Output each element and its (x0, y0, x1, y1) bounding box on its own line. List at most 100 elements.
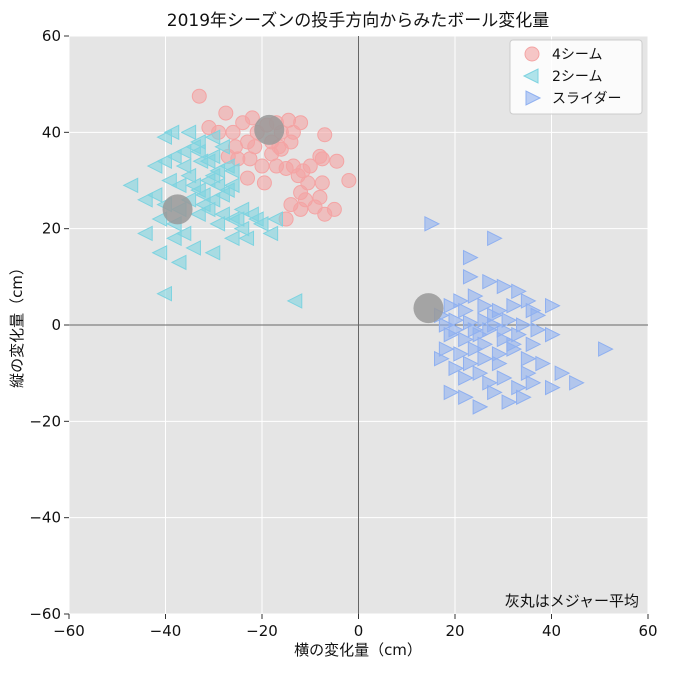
data-point (458, 389, 474, 406)
data-point (293, 201, 309, 217)
data-point (317, 127, 333, 143)
data-point (204, 129, 221, 145)
data-point (242, 151, 258, 167)
data-point (185, 240, 201, 256)
data-point (491, 346, 508, 362)
data-point (443, 384, 460, 401)
data-point (209, 216, 226, 232)
legend-label: スライダー (552, 91, 621, 107)
y-tick-label: 20 (42, 220, 61, 238)
data-point (156, 285, 172, 302)
data-point (223, 177, 240, 194)
data-point (535, 355, 551, 372)
data-point (569, 374, 585, 391)
data-point (166, 148, 182, 165)
data-point (204, 167, 221, 184)
data-point (175, 143, 192, 160)
data-point (137, 225, 153, 242)
data-point (286, 293, 303, 309)
data-point (438, 317, 455, 333)
y-tick-label: −40 (29, 509, 61, 527)
y-tick-label: −20 (29, 412, 61, 430)
data-point (214, 138, 230, 155)
data-point (525, 336, 542, 353)
x-tick-label: 0 (354, 622, 364, 640)
data-point (462, 249, 479, 266)
series-3 (424, 216, 614, 415)
data-point (434, 350, 450, 367)
data-point (511, 283, 527, 300)
data-point (443, 297, 460, 314)
data-point (314, 175, 330, 191)
legend-label: 2シーム (552, 69, 603, 85)
data-point (199, 201, 216, 218)
data-point (467, 341, 484, 357)
data-point (525, 374, 542, 391)
data-point (516, 389, 532, 406)
y-tick-label: 60 (42, 27, 61, 45)
data-point (262, 225, 279, 242)
data-point (329, 153, 345, 169)
y-axis-label: 縦の変化量（cm） (8, 260, 26, 388)
data-point (448, 360, 465, 377)
data-point (190, 143, 206, 160)
data-point (228, 211, 245, 227)
data-point (501, 394, 518, 410)
mlb-average-point (162, 194, 193, 225)
data-point (238, 230, 255, 247)
data-point (424, 216, 440, 232)
data-point (482, 273, 498, 290)
data-point (161, 172, 177, 189)
data-point (151, 244, 168, 261)
data-point (506, 336, 523, 353)
data-point (194, 187, 211, 203)
data-point (225, 124, 241, 140)
data-point (520, 365, 537, 381)
data-point (146, 187, 163, 203)
data-point (472, 399, 489, 415)
data-point (467, 288, 484, 304)
data-point (163, 124, 180, 141)
x-axis-label: 横の変化量（cm） (294, 641, 422, 659)
data-point (545, 297, 561, 314)
data-point (185, 177, 201, 194)
data-point (554, 365, 571, 381)
data-point (472, 365, 489, 381)
data-point (146, 158, 163, 174)
x-tick-label: 60 (638, 622, 657, 640)
data-point (496, 370, 513, 386)
data-point (156, 153, 172, 170)
data-point (267, 211, 283, 227)
zero-lines (69, 36, 648, 614)
data-points (122, 88, 614, 415)
data-point (448, 322, 465, 338)
data-point (487, 307, 503, 324)
x-tick-label: −60 (53, 622, 85, 640)
data-point (204, 244, 221, 261)
data-point (545, 326, 561, 343)
data-point (487, 230, 503, 247)
data-point (122, 177, 139, 194)
data-point (462, 269, 479, 285)
data-point (496, 331, 513, 348)
x-tick-label: 40 (542, 622, 561, 640)
data-point (312, 148, 328, 164)
y-tick-label: −60 (29, 605, 61, 623)
data-point (453, 346, 469, 362)
data-point (175, 158, 192, 174)
mlb-average-point (254, 114, 285, 145)
data-point (214, 206, 230, 223)
data-point (496, 278, 513, 295)
average-note: 灰丸はメジャー平均 (505, 592, 639, 610)
data-point (341, 173, 357, 188)
data-point (191, 88, 207, 104)
data-point (170, 254, 187, 271)
data-point (487, 384, 503, 401)
data-point (598, 341, 614, 357)
data-point (477, 350, 494, 367)
data-point (530, 322, 547, 338)
data-point (223, 163, 240, 179)
data-point (467, 322, 484, 338)
x-tick-label: −20 (246, 622, 278, 640)
